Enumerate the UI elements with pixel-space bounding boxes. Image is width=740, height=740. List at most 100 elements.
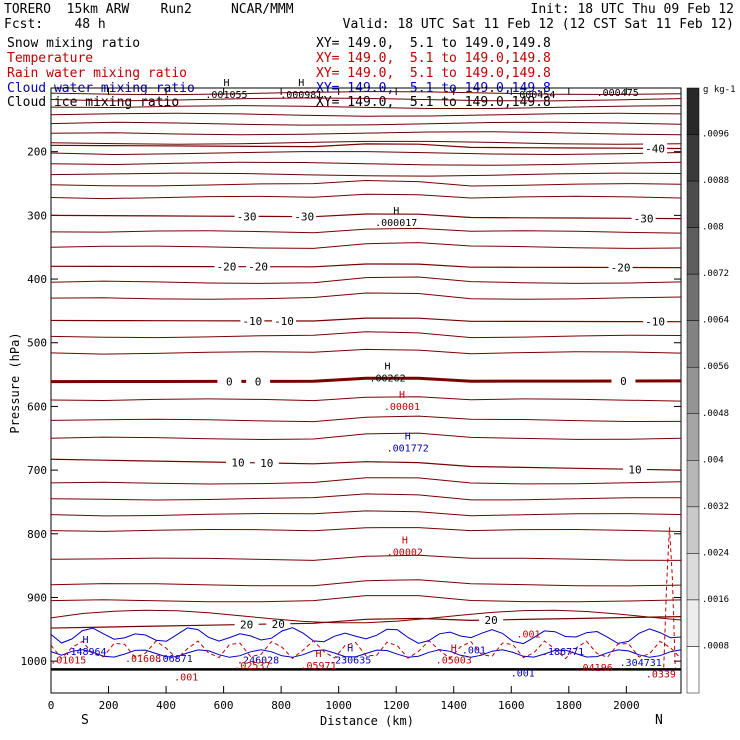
temperature-contour-line [50, 510, 682, 517]
temperature-contour-line [50, 276, 682, 284]
colorbar-tick-label: .0064 [702, 316, 729, 326]
x-tick-label: 1400 [440, 699, 467, 712]
isotherm-label-bg [254, 456, 279, 469]
max-marker: H [405, 431, 411, 442]
upper-contour-line [50, 121, 682, 126]
field-label-cloud-ice: Cloud ice mixing ratio [7, 95, 180, 110]
isotherm-label-bg [479, 614, 504, 627]
temperature-contour-line [50, 477, 682, 485]
max-value-label: .02537 [234, 661, 270, 672]
max-value-label: .00001 [384, 402, 420, 413]
x-tick-label: 1200 [383, 699, 410, 712]
colorbar-bin [686, 599, 700, 647]
colorbar-tick-label: .004 [702, 455, 724, 465]
field-label-rain: Rain water mixing ratio [7, 66, 188, 81]
isotherm-label-bg [643, 142, 668, 155]
isotherm--30 [50, 213, 682, 220]
isotherm-label-bg [631, 212, 656, 225]
y-tick-label: 800 [27, 528, 47, 541]
max-marker: H [347, 644, 353, 655]
isotherm-label-bg [622, 463, 647, 476]
x-axis-label: Distance (km) [320, 714, 414, 728]
max-value-label: .230635 [329, 656, 371, 667]
max-marker: H [393, 206, 399, 217]
temperature-contour-line [50, 193, 682, 200]
temperature-contour-line [50, 527, 682, 532]
temperature-contour-line [50, 179, 682, 187]
max-value-label: .000017 [375, 218, 417, 229]
upper-contour-line [50, 91, 682, 96]
upper-contour-line [50, 112, 682, 117]
x-tick-label: 1800 [556, 699, 583, 712]
temperature-contour-line [50, 554, 682, 561]
max-value-label: .148964 [64, 647, 106, 658]
upper-contour-line [50, 161, 682, 166]
max-value-label: .001 [516, 629, 540, 640]
isotherm-label-bg [608, 261, 633, 274]
isotherm-label-bg [246, 375, 271, 388]
temperature-contour-line [50, 493, 681, 501]
header-model: TORERO 15km ARW Run2 NCAR/MMM [4, 2, 294, 17]
upper-contour-line [50, 151, 682, 156]
y-tick-label: 300 [27, 209, 47, 222]
isotherm-label: 20 [272, 618, 285, 631]
colorbar-tick-label: .0016 [702, 595, 729, 605]
temperature-contour-line [50, 396, 682, 402]
y-tick-label: 200 [27, 146, 47, 159]
max-value-label: .001055 [205, 90, 247, 101]
isotherm-label: -30 [294, 211, 314, 224]
max-marker: H [402, 535, 408, 546]
isotherm-label-bg [272, 314, 297, 327]
isotherm-label: 0 [255, 375, 262, 388]
isotherm-label: -20 [217, 261, 237, 274]
upper-contour-line [50, 172, 682, 177]
upper-contour-line [50, 105, 682, 109]
isotherm-label-bg [225, 456, 250, 469]
isotherm-label: -10 [645, 316, 665, 329]
x-tick-label: 2000 [613, 699, 640, 712]
isotherm-label-bg [292, 210, 317, 223]
field-xy-temperature: XY= 149.0, 5.1 to 149.0,149.8 [316, 51, 551, 66]
rain-water-contour [663, 527, 676, 668]
max-marker: H [298, 78, 304, 89]
isotherm-10 [50, 458, 682, 471]
x-tick-label: 1600 [498, 699, 525, 712]
colorbar-bin [686, 134, 700, 182]
colorbar-tick-label: .0088 [702, 176, 729, 186]
max-value-label: .00002 [387, 547, 423, 558]
x-tick-label: 1000 [325, 699, 352, 712]
cloud-water-contour [50, 649, 682, 658]
temperature-contour-line [50, 227, 682, 234]
header-init: Init: 18 UTC Thu 09 Feb 12 [530, 2, 735, 17]
isotherm-label: -10 [274, 315, 294, 328]
cloud-water-contour [50, 627, 682, 645]
isotherm-label: -10 [242, 315, 262, 328]
max-value-label: .186771 [542, 647, 584, 658]
field-xy-rain: XY= 149.0, 5.1 to 149.0,149.8 [316, 66, 551, 81]
max-marker: H [223, 78, 229, 89]
colorbar-bin [686, 460, 700, 508]
field-label-temperature: Temperature [7, 51, 94, 66]
isotherm--10 [50, 317, 682, 323]
isotherm-label-bg [234, 618, 259, 631]
temperature-contour-line [50, 432, 682, 441]
max-marker: H [83, 635, 89, 646]
isotherm-label-bg [214, 260, 239, 273]
y-tick-label: 500 [27, 337, 47, 350]
upper-contour-line [50, 140, 682, 145]
isotherm-label: 0 [620, 375, 627, 388]
isotherm-0 [50, 376, 682, 384]
isotherm-label: -20 [248, 261, 268, 274]
x-tick-label: 800 [271, 699, 291, 712]
x-end-label-north: N [655, 713, 663, 728]
temperature-contour-line [50, 242, 682, 249]
max-value-label: .01608 [125, 654, 161, 665]
field-xy-cloud-ice: XY= 149.0, 5.1 to 149.0,149.8 [316, 95, 551, 110]
max-value-label: .01015 [50, 656, 86, 667]
colorbar-tick-label: .0056 [702, 362, 729, 372]
field-xy-snow: XY= 149.0, 5.1 to 149.0,149.8 [316, 36, 551, 51]
colorbar-tick-label: .008 [702, 223, 724, 233]
isotherm-label: 10 [260, 457, 273, 470]
colorbar-bin [686, 646, 700, 694]
